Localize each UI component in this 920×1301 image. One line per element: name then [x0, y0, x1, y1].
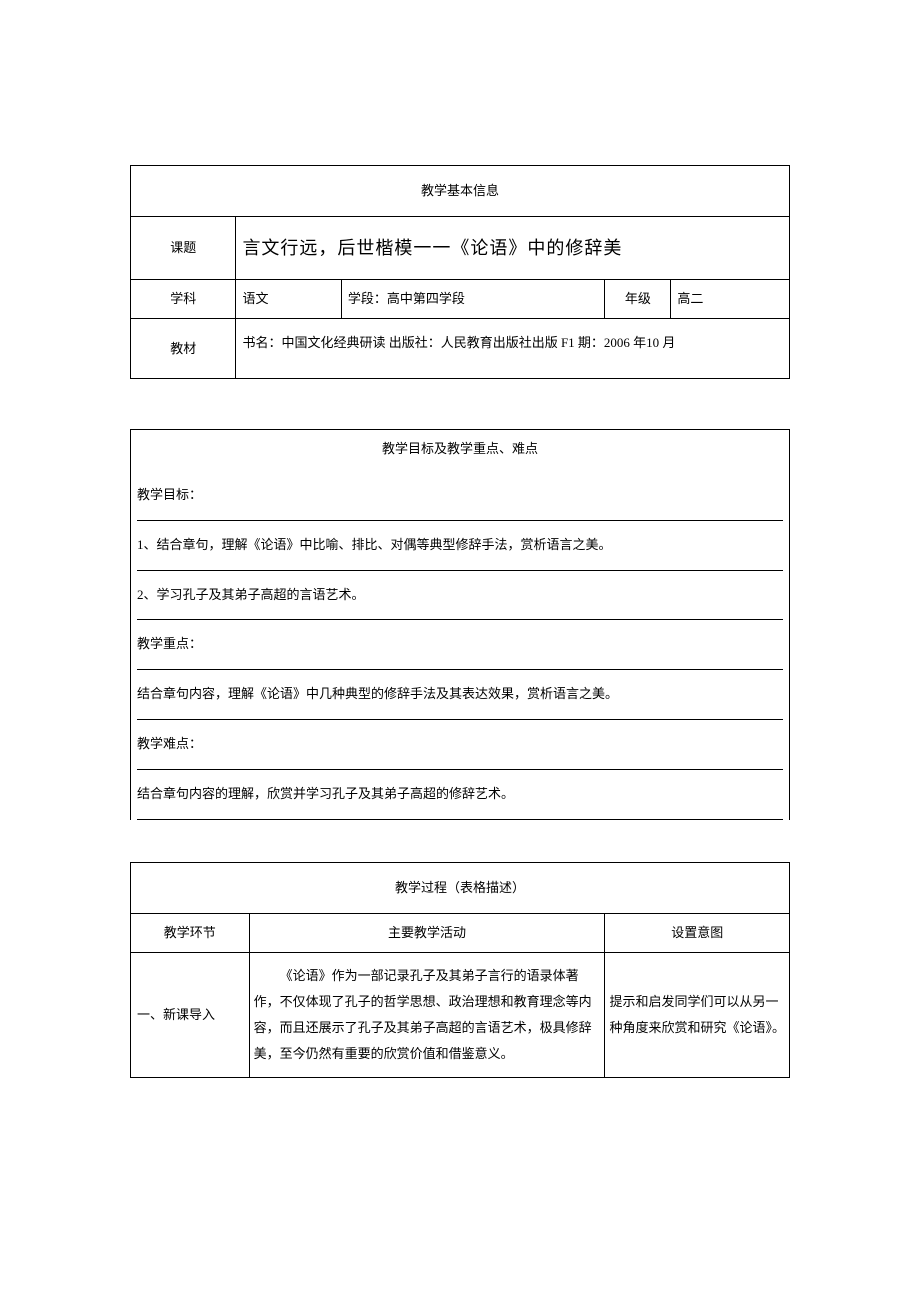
objectives-line: 2、学习孔子及其弟子高超的言语艺术。: [137, 571, 783, 621]
objectives-line: 1、结合章句，理解《论语》中比喻、排比、对偶等典型修辞手法，赏析语言之美。: [137, 521, 783, 571]
objectives-line: 结合章句内容，理解《论语》中几种典型的修辞手法及其表达效果，赏析语言之美。: [137, 670, 783, 720]
stage-value: 学段：高中第四学段: [341, 280, 605, 319]
objectives-line: 教学难点：: [137, 720, 783, 770]
objectives-box: 教学目标及教学重点、难点 教学目标： 1、结合章句，理解《论语》中比喻、排比、对…: [130, 429, 790, 820]
topic-label: 课题: [131, 217, 236, 280]
process-col-0: 教学环节: [131, 913, 250, 952]
process-purpose: 提示和启发同学们可以从另一种角度来欣赏和研究《论语》。: [605, 952, 790, 1077]
process-col-1: 主要教学活动: [249, 913, 605, 952]
process-header: 教学过程（表格描述）: [131, 862, 790, 913]
grade-value: 高二: [671, 280, 790, 319]
process-col-2: 设置意图: [605, 913, 790, 952]
objectives-line: 教学目标：: [137, 467, 783, 521]
process-table: 教学过程（表格描述） 教学环节 主要教学活动 设置意图 一、新课导入 《论语》作…: [130, 862, 790, 1078]
subject-value: 语文: [236, 280, 341, 319]
basic-info-table: 教学基本信息 课题 言文行远，后世楷模一一《论语》中的修辞美 学科 语文 学段：…: [130, 165, 790, 379]
topic-value: 言文行远，后世楷模一一《论语》中的修辞美: [236, 217, 790, 280]
objectives-title: 教学目标及教学重点、难点: [131, 430, 789, 463]
objectives-line: 教学重点：: [137, 620, 783, 670]
process-stage: 一、新课导入: [131, 952, 250, 1077]
basic-info-header: 教学基本信息: [131, 166, 790, 217]
grade-label: 年级: [605, 280, 671, 319]
objectives-line: 结合章句内容的理解，欣赏并学习孔子及其弟子高超的修辞艺术。: [137, 770, 783, 820]
process-activity: 《论语》作为一部记录孔子及其弟子言行的语录体著作，不仅体现了孔子的哲学思想、政治…: [249, 952, 605, 1077]
textbook-value: 书名：中国文化经典研读 出版社：人民教育出版社出版 F1 期：2006 年10 …: [236, 319, 790, 379]
subject-label: 学科: [131, 280, 236, 319]
textbook-label: 教材: [131, 319, 236, 379]
